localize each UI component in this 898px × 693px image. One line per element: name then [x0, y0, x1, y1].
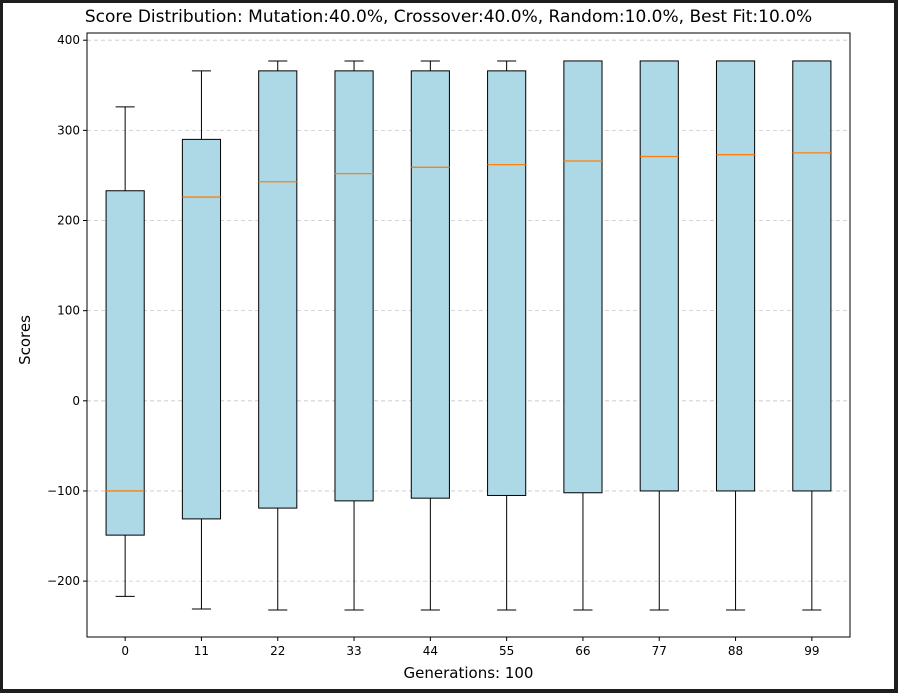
- chart-title: Score Distribution: Mutation:40.0%, Cros…: [84, 7, 813, 27]
- y-tick-label: 400: [57, 33, 80, 47]
- box: [181, 138, 222, 520]
- x-tick-label: 33: [346, 644, 361, 658]
- x-tick-label: 0: [121, 644, 129, 658]
- box-plot: −200 −100 0 100 200 300 400 0 11 22 33 44 55 66 77 88 99: [47, 32, 851, 658]
- figure-canvas: Score Distribution: Mutation:40.0%, Cros…: [3, 3, 894, 689]
- x-tick-label: 22: [270, 644, 285, 658]
- box: [334, 70, 374, 502]
- x-axis-label: Generations: 100: [403, 664, 534, 682]
- y-tick-label: 0: [72, 394, 80, 408]
- plot-frame: [86, 32, 851, 638]
- x-tick-label: 88: [728, 644, 743, 658]
- x-tick-label: 11: [194, 644, 209, 658]
- x-tick-label: 66: [575, 644, 590, 658]
- y-tick-label: −200: [47, 574, 80, 588]
- x-tick-label: 99: [804, 644, 819, 658]
- x-tick-label: 55: [499, 644, 514, 658]
- box: [563, 60, 603, 494]
- x-tick-label: 77: [652, 644, 667, 658]
- y-tick-label: 300: [57, 123, 80, 137]
- y-tick-label: −100: [47, 484, 80, 498]
- y-tick-label: 200: [57, 214, 80, 228]
- box: [715, 60, 756, 492]
- box: [410, 70, 450, 499]
- box: [792, 60, 832, 492]
- box: [487, 70, 527, 496]
- y-tick-label: 100: [57, 304, 80, 318]
- x-tick-label: 44: [423, 644, 438, 658]
- box: [105, 190, 145, 536]
- box: [258, 70, 298, 509]
- box: [639, 60, 679, 492]
